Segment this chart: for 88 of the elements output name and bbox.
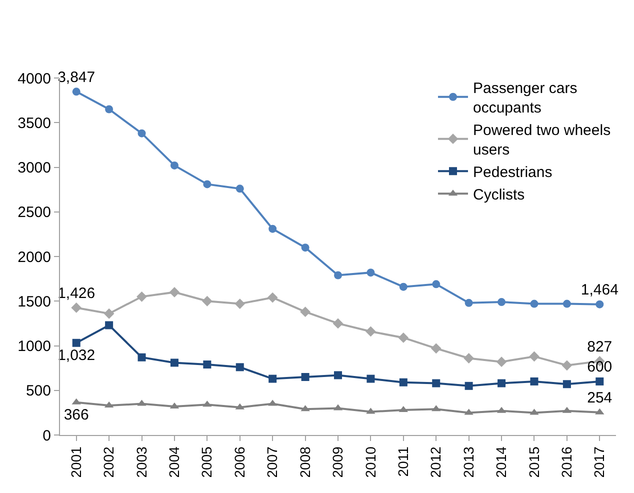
point [562,360,572,371]
x-tick-label: 2012 [428,446,444,478]
point [104,308,114,319]
point [496,356,507,368]
point [268,374,277,383]
y-tick-label: 2000 [18,248,51,266]
point [138,129,146,138]
point [464,298,473,307]
point [267,292,278,303]
point [334,271,342,280]
point [202,296,212,306]
point [301,244,310,252]
y-tick-label: 1000 [18,338,51,355]
data-label: 366 [64,406,89,424]
x-tick-label: 2016 [558,446,574,478]
y-tick-label: 3000 [18,160,51,176]
point [530,377,538,386]
legend-label: Pedestrians [473,164,552,181]
point [529,351,540,362]
x-tick-label: 2007 [264,446,280,478]
point [562,380,571,388]
point [464,353,474,364]
y-tick-label: 1500 [18,293,51,310]
point [203,360,212,368]
x-tick-label: 2011 [394,446,411,477]
point [203,180,212,188]
point [105,105,114,114]
point [300,306,310,318]
point [596,377,604,386]
point [430,343,442,354]
x-tick-label: 2005 [198,446,215,478]
legend-label: Cyclists [473,186,525,204]
x-tick-label: 2001 [68,446,84,478]
point [464,382,473,390]
point [562,300,571,308]
point [170,358,178,367]
y-tick-label: 500 [26,382,51,400]
x-tick-label: 2002 [100,446,117,478]
point [530,300,538,308]
point [366,326,376,337]
point [332,318,344,329]
data-label: 1,426 [58,284,96,302]
y-tick-label: 2500 [18,204,51,222]
point [236,184,244,193]
y-tick-label: 3500 [18,114,51,132]
point [72,338,80,347]
x-tick-label: 2014 [493,446,510,478]
data-label: 3,847 [58,68,96,86]
point [432,280,440,288]
point [399,378,408,386]
point [399,282,408,291]
point [234,298,246,309]
x-tick-label: 2015 [526,446,542,478]
point [169,287,180,298]
point [498,298,506,306]
point [71,302,82,313]
point [301,372,310,381]
point [334,371,342,380]
point [268,224,277,233]
x-tick-label: 2003 [133,446,150,478]
data-label: 827 [587,338,612,356]
point [236,363,244,372]
legend-label: Powered two wheels users [473,122,611,158]
y-tick-label: 0 [42,427,51,444]
point [432,379,440,388]
y-tick-label: 4000 [18,70,51,88]
x-tick-label: 2017 [591,446,608,478]
point [72,88,80,96]
x-tick-label: 2004 [166,446,182,478]
point [366,374,375,383]
data-label: 1,464 [580,282,618,299]
data-label: 600 [587,358,612,376]
legend-label: Passenger cars occupants [473,80,578,116]
point [170,161,178,170]
x-tick-label: 2006 [231,446,248,478]
data-label: 254 [587,390,612,407]
x-tick-label: 2013 [460,446,476,478]
point [105,321,114,330]
point [136,291,147,302]
point [138,353,146,362]
x-tick-label: 2010 [362,446,378,478]
point [596,300,604,308]
x-tick-label: 2008 [296,446,313,478]
point [398,332,409,343]
point [498,379,506,388]
x-tick-label: 2009 [330,446,346,478]
point [366,268,375,277]
data-label: 1,032 [58,347,96,364]
